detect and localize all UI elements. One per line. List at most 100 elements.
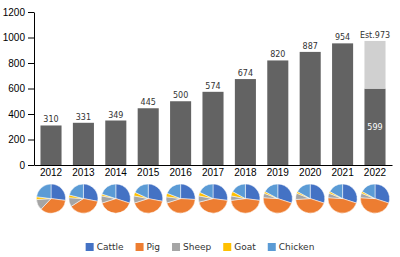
x-axis-line (35, 165, 393, 166)
chart-container: 310331349445500574674820887954599Est.973… (0, 0, 400, 257)
x-axis: 2012 2013 2014 2015 2016 2017 2018 2019 2020 2021… (35, 166, 393, 179)
data-label: 954 (335, 33, 350, 42)
data-label: 445 (141, 98, 156, 107)
y-tick-mark (28, 63, 34, 64)
pie-slice (231, 199, 260, 214)
x-tick: 2015 (137, 167, 160, 178)
x-tick: 2017 (202, 167, 225, 178)
pie-slice (148, 184, 163, 201)
pie (231, 184, 260, 213)
y-axis-line (34, 13, 35, 166)
y-tick-label: 0 (19, 160, 25, 171)
pie-slice (233, 184, 246, 199)
y-tick-label: 1000 (3, 32, 26, 43)
bar (364, 41, 385, 89)
annotation: Est.973 (360, 31, 390, 40)
bar (73, 123, 94, 165)
pie-slice (167, 184, 181, 199)
pie-slice (265, 184, 278, 199)
x-tick-label: 2019 (267, 167, 290, 178)
bar (40, 125, 61, 165)
data-label: 574 (205, 82, 220, 91)
pies (36, 184, 389, 213)
pie-slice (245, 184, 260, 200)
x-tick: 2016 (169, 167, 192, 178)
pie-slice (102, 184, 116, 199)
bar (364, 89, 385, 165)
pie (296, 184, 325, 213)
y-tick: 600 (8, 83, 34, 94)
pie-slice (297, 184, 310, 199)
pie-slice (330, 184, 343, 199)
legend-swatch (268, 243, 276, 251)
x-tick: 2022 (364, 167, 387, 178)
pie-slice (296, 199, 324, 214)
pie-slice (36, 199, 51, 210)
bar (267, 60, 288, 165)
bar (170, 101, 191, 165)
y-tick: 0 (19, 160, 34, 171)
legend-item: Pig (136, 242, 160, 252)
data-label: 674 (238, 69, 253, 78)
x-tick-label: 2017 (202, 167, 225, 178)
legend-item: Cattle (86, 242, 124, 252)
x-tick: 2019 (267, 167, 290, 178)
legend-swatch (172, 243, 180, 251)
y-axis: 020040060080010001200 (3, 7, 35, 171)
pie-slice (37, 184, 51, 199)
x-tick-label: 2020 (299, 167, 322, 178)
pie-slice (362, 184, 375, 199)
legend-label: Goat (234, 242, 256, 252)
x-tick-label: 2013 (72, 167, 95, 178)
x-tick: 2013 (72, 167, 95, 178)
legend-item: Sheep (172, 242, 211, 252)
pie-slice (263, 198, 291, 213)
y-tick-label: 800 (8, 58, 25, 69)
data-label: 820 (270, 50, 285, 59)
y-tick-label: 600 (8, 83, 25, 94)
pie-slice (360, 198, 388, 213)
pie-slice (83, 184, 98, 201)
bar (202, 92, 223, 165)
data-label: 599 (367, 123, 382, 132)
x-tick-label: 2022 (364, 167, 387, 178)
data-label: 887 (303, 42, 318, 51)
legend-swatch (223, 243, 231, 251)
x-tick-label: 2015 (137, 167, 160, 178)
pie-slice (200, 184, 213, 199)
y-tick-mark (28, 114, 34, 115)
x-tick: 2012 (40, 167, 63, 178)
legend-label: Pig (147, 242, 160, 252)
x-tick-label: 2012 (40, 167, 63, 178)
y-tick: 1200 (3, 7, 34, 18)
legend-swatch (136, 243, 144, 251)
pie-slice (51, 184, 66, 200)
legend: CattlePigSheepGoatChicken (86, 242, 315, 252)
data-label: 349 (108, 111, 123, 120)
x-tick: 2014 (105, 167, 128, 178)
pie (166, 184, 195, 213)
pie-slice (328, 198, 356, 213)
chart-svg: 310331349445500574674820887954599Est.973… (0, 0, 400, 257)
pie-slice (213, 184, 228, 200)
pie (36, 184, 65, 213)
y-tick: 800 (8, 58, 34, 69)
x-tick-label: 2021 (331, 167, 354, 178)
data-labels: 310331349445500574674820887954599Est.973 (43, 31, 390, 132)
y-tick-mark (28, 89, 34, 90)
x-tick: 2021 (331, 167, 354, 178)
pie-slice (69, 184, 83, 199)
pie (263, 184, 292, 213)
bar (332, 43, 353, 165)
pie-slice (69, 198, 84, 207)
x-tick: 2018 (234, 167, 257, 178)
data-label: 500 (173, 91, 188, 100)
y-tick-mark (28, 140, 34, 141)
x-tick: 2020 (299, 167, 322, 178)
y-tick: 400 (8, 109, 34, 120)
pie (69, 184, 98, 213)
legend-label: Sheep (183, 242, 211, 252)
data-label: 331 (76, 113, 91, 122)
y-tick-label: 400 (8, 109, 25, 120)
pie-slice (181, 184, 196, 199)
